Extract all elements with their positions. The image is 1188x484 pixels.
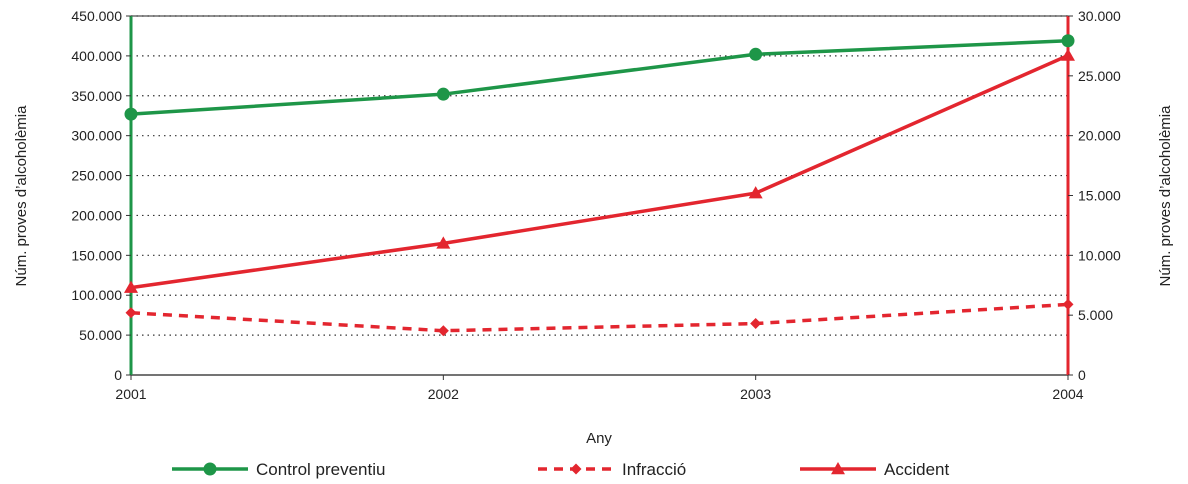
left-axis-ticks: 0 50.000 100.000 150.000 200.000 250.000 300.0… — [71, 8, 131, 383]
y-axis-title-right: Núm. proves d’alcoholèmia — [1157, 105, 1174, 287]
point-infracci- — [750, 318, 762, 330]
point-accident — [748, 186, 763, 199]
left-tick-label: 200.000 — [71, 207, 122, 223]
right-tick-label: 30.000 — [1078, 8, 1121, 24]
x-axis-ticks: 2001 2002 2003 2004 — [115, 375, 1084, 402]
left-tick-label: 150.000 — [71, 247, 122, 263]
point-infracci- — [125, 307, 137, 319]
legend-item-accident: Accident — [800, 460, 949, 479]
right-tick-label: 20.000 — [1078, 128, 1121, 144]
left-tick-label: 450.000 — [71, 8, 122, 24]
right-tick-label: 25.000 — [1078, 68, 1121, 84]
series-lines — [130, 38, 1069, 333]
left-tick-label: 250.000 — [71, 168, 122, 184]
legend-swatch-marker — [203, 462, 217, 476]
legend-label: Accident — [884, 460, 949, 479]
x-tick-label: 2004 — [1052, 386, 1083, 402]
point-infracci- — [1062, 298, 1074, 310]
right-axis-ticks: 0 5.000 10.000 15.000 20.000 25.000 30.000 — [1068, 8, 1121, 383]
point-accident — [436, 236, 451, 249]
y-axis-title-left: Núm. proves d’alcoholèmia — [13, 105, 30, 287]
legend-item-infracci-: Infracció — [538, 460, 686, 479]
right-tick-label: 15.000 — [1078, 188, 1121, 204]
x-axis-title: Any — [586, 430, 612, 447]
point-control-preventiu — [124, 107, 138, 121]
series-line-accident — [130, 53, 1069, 290]
legend: Control preventiu Infracció Accident — [172, 460, 949, 479]
x-tick-label: 2001 — [115, 386, 146, 402]
left-tick-label: 50.000 — [79, 327, 122, 343]
grid-lines — [131, 15, 1068, 336]
legend-label: Control preventiu — [256, 460, 385, 479]
point-infracci- — [437, 325, 449, 337]
point-accident — [1061, 48, 1075, 61]
right-tick-label: 0 — [1078, 367, 1086, 383]
legend-swatch-marker — [831, 462, 845, 475]
axes — [129, 15, 1070, 376]
series-line-control-preventiu — [130, 38, 1069, 116]
legend-label: Infracció — [622, 460, 686, 479]
legend-item-control-preventiu: Control preventiu — [172, 460, 385, 479]
legend-swatch-marker — [570, 463, 582, 475]
point-accident — [124, 280, 138, 293]
point-control-preventiu — [1061, 34, 1075, 48]
left-tick-label: 300.000 — [71, 128, 122, 144]
left-tick-label: 0 — [114, 367, 122, 383]
left-tick-label: 100.000 — [71, 287, 122, 303]
series-markers — [124, 34, 1075, 337]
x-tick-label: 2002 — [428, 386, 459, 402]
right-tick-label: 10.000 — [1078, 247, 1121, 263]
point-control-preventiu — [749, 47, 763, 61]
point-control-preventiu — [436, 87, 450, 101]
series-line-infracci- — [130, 302, 1069, 333]
right-tick-label: 5.000 — [1078, 307, 1113, 323]
left-tick-label: 400.000 — [71, 48, 122, 64]
x-tick-label: 2003 — [740, 386, 771, 402]
left-tick-label: 350.000 — [71, 88, 122, 104]
